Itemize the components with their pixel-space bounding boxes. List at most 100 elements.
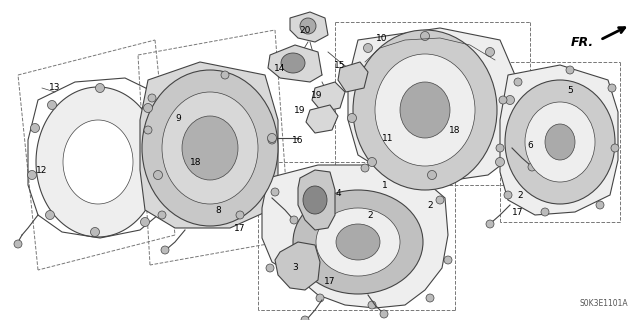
Ellipse shape xyxy=(158,211,166,219)
Ellipse shape xyxy=(45,211,54,220)
Polygon shape xyxy=(275,242,320,290)
Text: 16: 16 xyxy=(292,135,304,145)
Text: 19: 19 xyxy=(294,106,306,115)
Text: 1: 1 xyxy=(382,180,388,189)
Ellipse shape xyxy=(141,218,150,227)
Ellipse shape xyxy=(281,53,305,73)
Ellipse shape xyxy=(303,186,327,214)
Ellipse shape xyxy=(400,82,450,138)
Ellipse shape xyxy=(148,94,156,102)
Ellipse shape xyxy=(420,31,429,41)
Ellipse shape xyxy=(608,84,616,92)
Text: 2: 2 xyxy=(427,201,433,210)
Ellipse shape xyxy=(495,157,504,166)
Ellipse shape xyxy=(436,196,444,204)
Ellipse shape xyxy=(426,294,434,302)
Ellipse shape xyxy=(143,103,152,113)
Ellipse shape xyxy=(351,68,360,76)
Text: 17: 17 xyxy=(512,207,524,217)
Ellipse shape xyxy=(316,208,400,276)
Text: 8: 8 xyxy=(215,205,221,214)
Text: FR.: FR. xyxy=(571,36,594,49)
Text: 9: 9 xyxy=(175,114,181,123)
Ellipse shape xyxy=(293,190,423,294)
Ellipse shape xyxy=(361,164,369,172)
Text: 11: 11 xyxy=(382,133,394,142)
Ellipse shape xyxy=(336,224,380,260)
Ellipse shape xyxy=(290,216,298,224)
Text: 18: 18 xyxy=(449,125,461,134)
Polygon shape xyxy=(338,62,368,92)
Ellipse shape xyxy=(496,144,504,152)
Ellipse shape xyxy=(499,96,507,104)
Polygon shape xyxy=(36,87,160,237)
Text: 17: 17 xyxy=(324,277,336,286)
Ellipse shape xyxy=(268,133,276,142)
Text: 2: 2 xyxy=(517,190,523,199)
Ellipse shape xyxy=(31,124,40,132)
Polygon shape xyxy=(290,12,328,42)
Ellipse shape xyxy=(353,30,497,190)
Ellipse shape xyxy=(47,100,56,109)
Polygon shape xyxy=(306,105,338,133)
Ellipse shape xyxy=(162,92,258,204)
Text: 2: 2 xyxy=(367,211,373,220)
Ellipse shape xyxy=(528,163,536,171)
Text: 15: 15 xyxy=(334,60,346,69)
Ellipse shape xyxy=(486,47,495,57)
Ellipse shape xyxy=(300,18,316,34)
Ellipse shape xyxy=(14,240,22,248)
Ellipse shape xyxy=(380,310,388,318)
Ellipse shape xyxy=(271,188,279,196)
Polygon shape xyxy=(140,62,278,228)
Polygon shape xyxy=(348,28,518,182)
Ellipse shape xyxy=(506,95,515,105)
Polygon shape xyxy=(63,120,133,204)
Text: 5: 5 xyxy=(567,85,573,94)
Text: 12: 12 xyxy=(36,165,48,174)
Ellipse shape xyxy=(611,144,619,152)
Text: 10: 10 xyxy=(376,34,388,43)
Text: 14: 14 xyxy=(275,63,285,73)
Text: 3: 3 xyxy=(292,263,298,273)
Text: 20: 20 xyxy=(300,26,310,35)
Ellipse shape xyxy=(364,44,372,52)
Ellipse shape xyxy=(144,126,152,134)
Ellipse shape xyxy=(504,191,512,199)
Ellipse shape xyxy=(428,171,436,180)
Ellipse shape xyxy=(266,264,274,272)
Ellipse shape xyxy=(541,208,549,216)
Text: 6: 6 xyxy=(527,140,533,149)
Ellipse shape xyxy=(545,124,575,160)
Polygon shape xyxy=(298,170,335,230)
Polygon shape xyxy=(262,165,448,308)
Ellipse shape xyxy=(368,301,376,309)
Ellipse shape xyxy=(348,114,356,123)
Ellipse shape xyxy=(182,116,238,180)
Text: 17: 17 xyxy=(234,223,246,233)
Polygon shape xyxy=(312,82,345,112)
Text: S0K3E1101A: S0K3E1101A xyxy=(579,299,628,308)
Text: 18: 18 xyxy=(190,157,202,166)
Ellipse shape xyxy=(486,220,494,228)
Ellipse shape xyxy=(301,316,309,320)
Ellipse shape xyxy=(221,71,229,79)
Ellipse shape xyxy=(154,171,163,180)
Ellipse shape xyxy=(525,102,595,182)
Ellipse shape xyxy=(316,294,324,302)
Polygon shape xyxy=(500,65,618,215)
Text: 13: 13 xyxy=(49,83,61,92)
Text: 4: 4 xyxy=(335,188,341,197)
Polygon shape xyxy=(268,45,322,82)
Ellipse shape xyxy=(95,84,104,92)
Ellipse shape xyxy=(236,211,244,219)
Ellipse shape xyxy=(505,80,615,204)
Ellipse shape xyxy=(514,78,522,86)
Ellipse shape xyxy=(28,171,36,180)
Ellipse shape xyxy=(90,228,99,236)
Ellipse shape xyxy=(566,66,574,74)
Text: 19: 19 xyxy=(311,91,323,100)
Ellipse shape xyxy=(367,157,376,166)
Ellipse shape xyxy=(375,54,475,166)
Ellipse shape xyxy=(268,136,276,144)
